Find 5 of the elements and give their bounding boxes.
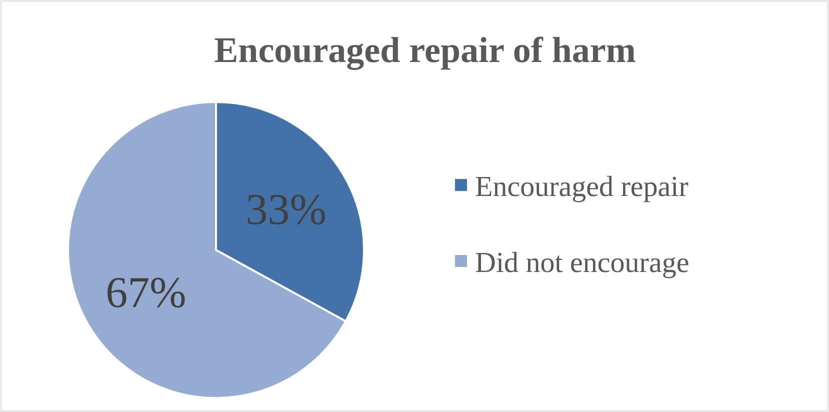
legend-label: Did not encourage	[475, 247, 690, 280]
chart-title: Encouraged repair of harm	[214, 30, 636, 70]
data-label: 33%	[246, 184, 326, 234]
legend-label: Encouraged repair	[475, 171, 689, 204]
data-label: 67%	[106, 268, 186, 317]
